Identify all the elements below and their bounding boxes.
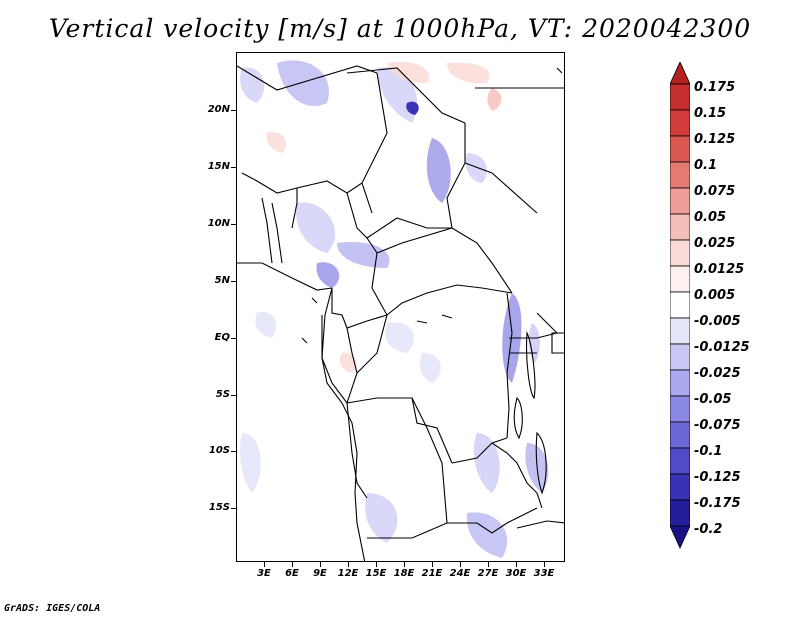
colorbar-segment (670, 239, 690, 267)
colorbar (670, 62, 690, 549)
lon-label-15e: 15E (365, 568, 387, 579)
colorbar-segment (670, 421, 690, 449)
colorbar-label: 0.125 (694, 132, 736, 147)
colorbar-label: 0.005 (694, 288, 736, 303)
lat-label-10n: 10N (207, 218, 230, 229)
colorbar-segment (670, 161, 690, 189)
lat-label-20n: 20N (207, 104, 230, 115)
colorbar-segment (670, 83, 690, 111)
lon-label-21e: 21E (421, 568, 443, 579)
lat-label-10s: 10S (208, 445, 230, 456)
lon-label-33e: 33E (533, 568, 555, 579)
colorbar-label: 0.075 (694, 184, 736, 199)
lat-tick (231, 508, 236, 509)
colorbar-label: 0.025 (694, 236, 736, 251)
colorbar-label: -0.125 (694, 470, 741, 485)
lon-tick (320, 562, 321, 567)
colorbar-segment (670, 135, 690, 163)
colorbar-segment (670, 343, 690, 371)
colorbar-segment (670, 109, 690, 137)
lon-tick (264, 562, 265, 567)
colorbar-segment (670, 499, 690, 527)
colorbar-label: -0.075 (694, 418, 741, 433)
lat-tick (231, 395, 236, 396)
lon-label-12e: 12E (337, 568, 359, 579)
country-borders (237, 65, 564, 561)
vertical-velocity-map (237, 60, 564, 561)
colorbar-segment (670, 525, 690, 549)
lat-tick (231, 167, 236, 168)
colorbar-segment (670, 369, 690, 397)
lon-tick (348, 562, 349, 567)
colorbar-label: -0.2 (694, 522, 723, 537)
colorbar-segments (670, 62, 690, 549)
colorbar-label: 0.0125 (694, 262, 745, 277)
lat-label-eq: EQ (214, 332, 230, 343)
lat-tick (231, 110, 236, 111)
colorbar-label: -0.0125 (694, 340, 750, 355)
lat-tick (231, 281, 236, 282)
lon-label-6e: 6E (285, 568, 299, 579)
colorbar-segment (670, 213, 690, 241)
colorbar-label: 0.15 (694, 106, 727, 121)
colorbar-segment (670, 395, 690, 423)
lon-tick (292, 562, 293, 567)
lon-label-30e: 30E (505, 568, 527, 579)
colorbar-segment (670, 447, 690, 475)
colorbar-label: 0.05 (694, 210, 727, 225)
colorbar-label: -0.005 (694, 314, 741, 329)
lon-label-18e: 18E (393, 568, 415, 579)
lon-tick (460, 562, 461, 567)
lat-tick (231, 451, 236, 452)
map-panel (236, 52, 565, 562)
colorbar-label: -0.1 (694, 444, 723, 459)
colorbar-label: 0.1 (694, 158, 718, 173)
colorbar-segment (670, 291, 690, 319)
colorbar-segment (670, 473, 690, 501)
lat-label-15s: 15S (208, 502, 230, 513)
lon-tick (488, 562, 489, 567)
lat-tick (231, 338, 236, 339)
lat-label-15n: 15N (207, 161, 230, 172)
colorbar-label: -0.05 (694, 392, 732, 407)
colorbar-label: -0.175 (694, 496, 741, 511)
lon-label-24e: 24E (449, 568, 471, 579)
colorbar-segment (670, 187, 690, 215)
colorbar-segment (670, 265, 690, 293)
lon-tick (544, 562, 545, 567)
lat-label-5s: 5S (215, 389, 230, 400)
lat-label-5n: 5N (214, 275, 230, 286)
grads-credit: GrADS: IGES/COLA (4, 603, 101, 614)
lon-tick (432, 562, 433, 567)
colorbar-label: -0.025 (694, 366, 741, 381)
lon-tick (404, 562, 405, 567)
lon-label-9e: 9E (313, 568, 327, 579)
lat-tick (231, 224, 236, 225)
colorbar-segment (670, 317, 690, 345)
colorbar-label: 0.175 (694, 80, 736, 95)
lon-tick (376, 562, 377, 567)
lon-label-3e: 3E (257, 568, 271, 579)
colorbar-segment (670, 62, 690, 85)
lon-tick (516, 562, 517, 567)
lon-label-27e: 27E (477, 568, 499, 579)
map-title: Vertical velocity [m/s] at 1000hPa, VT: … (48, 14, 752, 43)
